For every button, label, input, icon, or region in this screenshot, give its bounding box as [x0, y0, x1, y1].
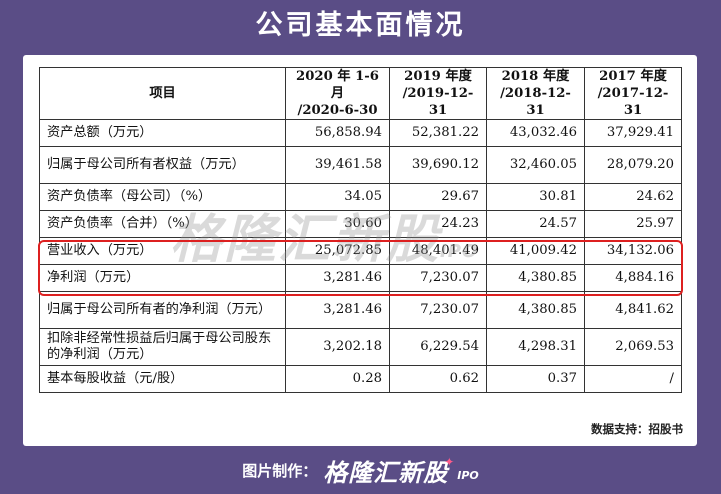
- table-row: 净利润（万元） 3,281.46 7,230.07 4,380.85 4,884…: [39, 264, 682, 292]
- table-row: 营业收入（万元） 25,072.85 48,401.49 41,009.42 3…: [39, 237, 682, 265]
- table-row: 归属于母公司所有者的净利润（万元） 3,281.46 7,230.07 4,38…: [39, 291, 682, 329]
- cell-value: 4,380.85: [486, 264, 585, 292]
- cell-value: 0.37: [486, 365, 585, 393]
- brand-logo: 格隆汇新股: [323, 458, 449, 487]
- page-title: 公司基本面情况: [255, 10, 466, 41]
- cell-value: 30.81: [486, 183, 585, 211]
- cell-value: 3,202.18: [285, 328, 390, 366]
- cell-value: 4,884.16: [584, 264, 682, 292]
- sparkle-icon: ✦: [444, 455, 455, 469]
- content-card: 项目 2020 年 1-6 月/2020-6-30 2019 年度/2019-1…: [23, 55, 697, 446]
- footer-credit: 图片制作：: [242, 461, 318, 480]
- table-row: 资产总额（万元） 56,858.94 52,381.22 43,032.46 3…: [39, 119, 682, 147]
- cell-value: 43,032.46: [486, 119, 585, 147]
- cell-value: 7,230.07: [389, 291, 487, 329]
- row-label: 资产总额（万元）: [39, 119, 286, 147]
- row-label: 归属于母公司所有者权益（万元）: [39, 146, 286, 184]
- footer: 图片制作： 格隆汇新股 ✦ IPO: [0, 452, 721, 488]
- cell-value: 56,858.94: [285, 119, 390, 147]
- cell-value: 24.62: [584, 183, 682, 211]
- table-header-row: 项目 2020 年 1-6 月/2020-6-30 2019 年度/2019-1…: [39, 67, 682, 120]
- cell-value: 48,401.49: [389, 237, 487, 265]
- source-note: 数据支持：招股书: [591, 422, 683, 436]
- header-period: 2019 年度/2019-12-31: [389, 67, 487, 120]
- cell-value: 29.67: [389, 183, 487, 211]
- table-row: 资产负债率（母公司）（%） 34.05 29.67 30.81 24.62: [39, 183, 682, 211]
- row-label: 归属于母公司所有者的净利润（万元）: [39, 291, 286, 329]
- cell-value: 4,298.31: [486, 328, 585, 366]
- row-label: 资产负债率（合并）（%）: [39, 210, 286, 238]
- table-row: 归属于母公司所有者权益（万元） 39,461.58 39,690.12 32,4…: [39, 146, 682, 184]
- cell-value: 4,841.62: [584, 291, 682, 329]
- cell-value: 6,229.54: [389, 328, 487, 366]
- cell-value: 25,072.85: [285, 237, 390, 265]
- cell-value: 32,460.05: [486, 146, 585, 184]
- row-label: 扣除非经常性损益后归属于母公司股东的净利润（万元）: [39, 328, 286, 366]
- cell-value: 37,929.41: [584, 119, 682, 147]
- row-label: 营业收入（万元）: [39, 237, 286, 265]
- cell-value: 3,281.46: [285, 291, 390, 329]
- cell-value: 52,381.22: [389, 119, 487, 147]
- table-row: 资产负债率（合并）（%） 30.60 24.23 24.57 25.97: [39, 210, 682, 238]
- cell-value: 39,461.58: [285, 146, 390, 184]
- cell-value: /: [584, 365, 682, 393]
- row-label: 净利润（万元）: [39, 264, 286, 292]
- table-row: 基本每股收益（元/股） 0.28 0.62 0.37 /: [39, 365, 682, 393]
- cell-value: 3,281.46: [285, 264, 390, 292]
- cell-value: 0.62: [389, 365, 487, 393]
- cell-value: 30.60: [285, 210, 390, 238]
- header-item: 项目: [39, 67, 286, 120]
- financial-table: 项目 2020 年 1-6 月/2020-6-30 2019 年度/2019-1…: [39, 67, 682, 393]
- cell-value: 24.57: [486, 210, 585, 238]
- row-label: 资产负债率（母公司）（%）: [39, 183, 286, 211]
- cell-value: 24.23: [389, 210, 487, 238]
- cell-value: 7,230.07: [389, 264, 487, 292]
- header-period: 2017 年度/2017-12-31: [584, 67, 682, 120]
- cell-value: 2,069.53: [584, 328, 682, 366]
- cell-value: 0.28: [285, 365, 390, 393]
- cell-value: 39,690.12: [389, 146, 487, 184]
- header-period: 2020 年 1-6 月/2020-6-30: [285, 67, 390, 120]
- row-label: 基本每股收益（元/股）: [39, 365, 286, 393]
- cell-value: 34,132.06: [584, 237, 682, 265]
- brand-sub: IPO: [457, 468, 479, 482]
- cell-value: 4,380.85: [486, 291, 585, 329]
- table-row: 扣除非经常性损益后归属于母公司股东的净利润（万元） 3,202.18 6,229…: [39, 328, 682, 366]
- cell-value: 41,009.42: [486, 237, 585, 265]
- cell-value: 25.97: [584, 210, 682, 238]
- header-period: 2018 年度/2018-12-31: [486, 67, 585, 120]
- cell-value: 34.05: [285, 183, 390, 211]
- cell-value: 28,079.20: [584, 146, 682, 184]
